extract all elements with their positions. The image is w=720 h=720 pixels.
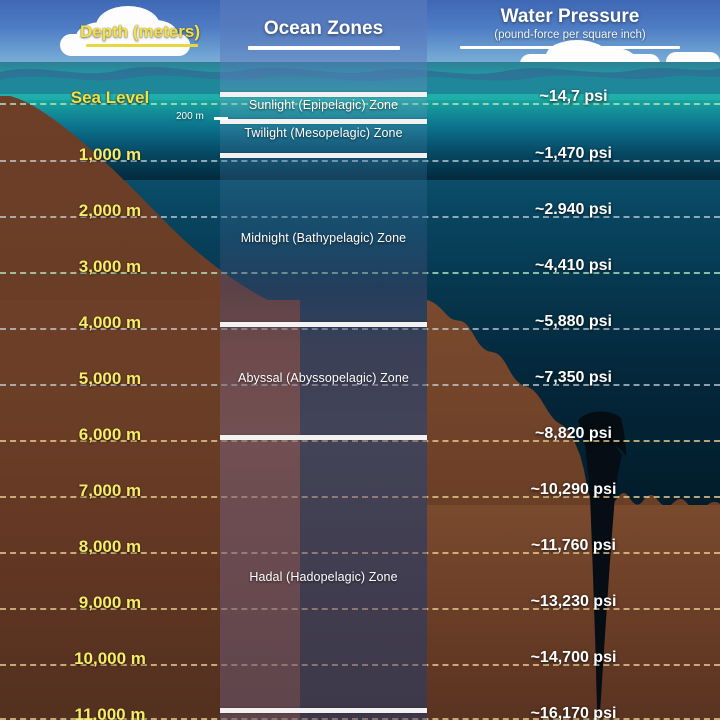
depth-header-underline	[86, 44, 198, 47]
depth-label: 8,000 m	[78, 537, 142, 556]
tick-line-200m	[214, 117, 228, 120]
zone-label: Midnight (Bathypelagic) Zone	[240, 231, 407, 245]
pressure-label: ~4,410 psi	[535, 257, 612, 274]
pressure-column-subheader: (pound-force per square inch)	[494, 29, 646, 41]
zone-label: Twilight (Mesopelagic) Zone	[244, 126, 403, 140]
pressure-label: ~7,350 psi	[535, 369, 612, 386]
depth-label: 7,000 m	[78, 481, 142, 500]
zones-column-header: Ocean Zones	[263, 18, 384, 39]
pressure-label: ~2.940 psi	[535, 201, 612, 218]
pressure-label: ~14,700 psi	[530, 649, 617, 666]
pressure-label: ~8,820 psi	[535, 425, 612, 442]
depth-label: Sea Level	[70, 88, 150, 107]
depth-label: 6,000 m	[78, 425, 142, 444]
pressure-column-header: Water Pressure	[500, 6, 640, 27]
zone-separator	[220, 322, 427, 327]
depth-label: 5,000 m	[78, 369, 142, 388]
zone-separator	[220, 435, 427, 440]
pressure-label: ~10,290 psi	[530, 481, 617, 498]
zone-label: Abyssal (Abyssopelagic) Zone	[238, 371, 409, 385]
pressure-label: ~13,230 psi	[530, 593, 617, 610]
zone-separator	[220, 153, 427, 158]
depth-label: 1,000 m	[78, 145, 142, 164]
zone-separator	[220, 119, 427, 124]
pressure-label: ~16,170 psi	[530, 705, 617, 720]
depth-label: 4,000 m	[78, 313, 142, 332]
depth-column-header: Depth (meters)	[80, 22, 200, 41]
pressure-label: ~11,760 psi	[531, 537, 616, 554]
pressure-header-underline	[460, 46, 680, 49]
pressure-label: ~5,880 psi	[535, 313, 612, 330]
zone-label: Sunlight (Epipelagic) Zone	[248, 98, 399, 112]
depth-label: 11,000 m	[74, 705, 146, 720]
zone-separator	[220, 708, 427, 713]
depth-label: 9,000 m	[78, 593, 142, 612]
pressure-label: ~1,470 psi	[535, 145, 612, 162]
zone-separator	[220, 92, 427, 97]
pressure-label: ~14,7 psi	[539, 88, 608, 105]
depth-label: 10,000 m	[74, 649, 146, 668]
zones-header-underline	[248, 46, 400, 50]
depth-label: 2,000 m	[78, 201, 142, 220]
zone-label: Hadal (Hadopelagic) Zone	[249, 570, 398, 584]
tick-label-200m: 200 m	[176, 111, 204, 122]
depth-label: 3,000 m	[78, 257, 142, 276]
